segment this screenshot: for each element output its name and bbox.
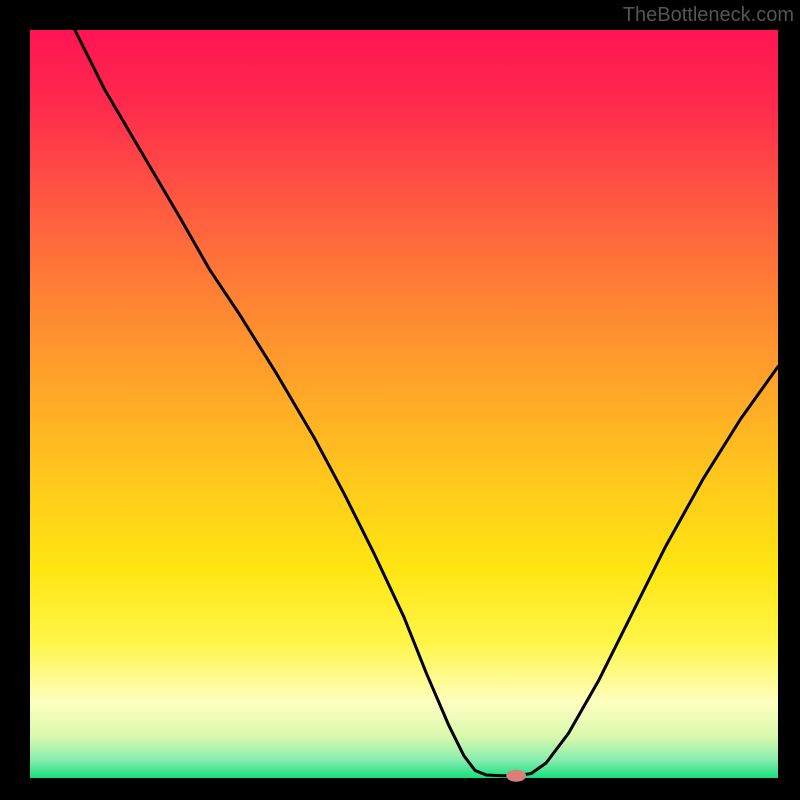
watermark-text: TheBottleneck.com (623, 4, 794, 27)
chart-background (30, 30, 778, 778)
optimal-point-marker (506, 770, 526, 782)
